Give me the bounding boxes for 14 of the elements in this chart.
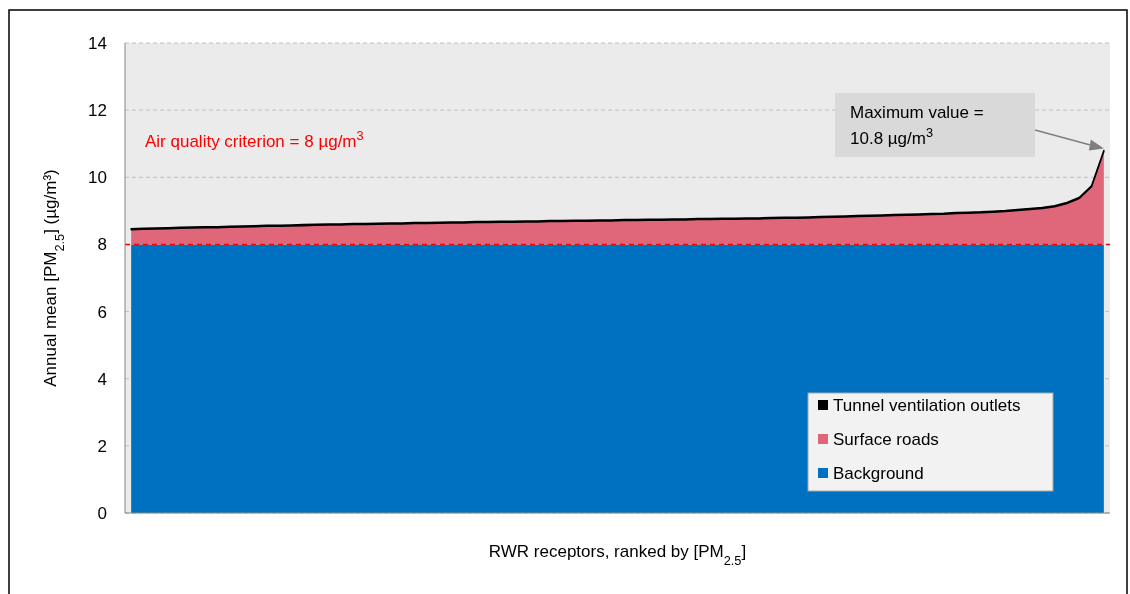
ref-line-label: Air quality criterion = 8 µg/m$^{3}$ [145, 127, 364, 151]
y-tick-label: 2 [97, 436, 107, 456]
y-tick-label: 10 [88, 168, 107, 188]
y-tick-label: 8 [97, 235, 107, 255]
y-tick-label: 12 [88, 101, 107, 121]
y-tick-label: 6 [97, 302, 107, 322]
annotation: Maximum value = 10.8 µg/m$^{3}$ [850, 103, 984, 148]
legend-label: Tunnel ventilation outlets [833, 395, 1021, 415]
y-tick-label: 0 [97, 503, 107, 523]
legend-label: Surface roads [833, 429, 939, 449]
y-tick-label: 14 [88, 33, 107, 53]
legend-label: Background [833, 463, 924, 483]
y-tick-label: 4 [97, 369, 107, 389]
x-axis-title: RWR receptors, ranked by [PM$_{2.5}$] [488, 542, 747, 568]
